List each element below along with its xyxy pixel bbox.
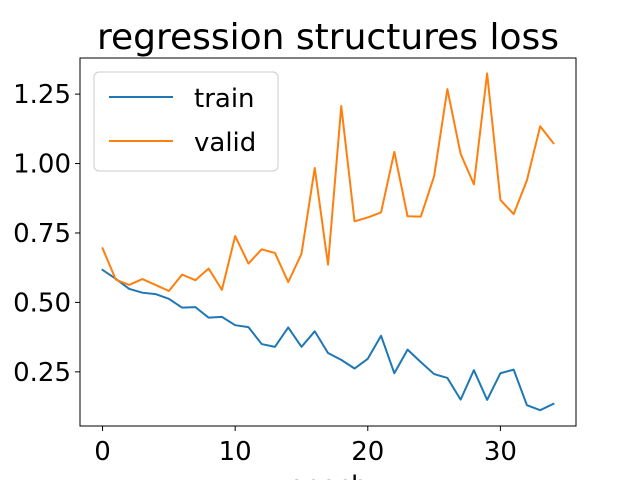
plot-frame (79, 57, 577, 427)
x-tick-label: 0 (94, 437, 111, 467)
legend: train valid (93, 71, 279, 172)
x-tick-label: 10 (219, 437, 252, 467)
chart-title: regression structures loss (97, 17, 559, 58)
legend-label-valid: valid (194, 128, 256, 158)
x-axis-ticks: 0 10 20 30 (94, 426, 517, 467)
legend-entries: train valid (109, 84, 256, 158)
series-line-train (101, 268, 555, 412)
x-axis-label: epoch (288, 471, 367, 480)
y-tick-label: 0.50 (13, 288, 71, 318)
y-tick-label: 0.25 (13, 358, 71, 388)
y-tick-label: 0.75 (13, 219, 71, 249)
x-tick-label: 20 (351, 437, 384, 467)
y-axis-ticks: 0.25 0.50 0.75 1.00 1.25 (13, 80, 80, 388)
x-tick-label: 30 (484, 437, 517, 467)
y-tick-label: 1.00 (13, 150, 71, 180)
legend-label-train: train (194, 84, 255, 114)
y-tick-label: 1.25 (13, 80, 71, 110)
series-line-valid (101, 72, 555, 293)
plot-lines (101, 72, 555, 412)
